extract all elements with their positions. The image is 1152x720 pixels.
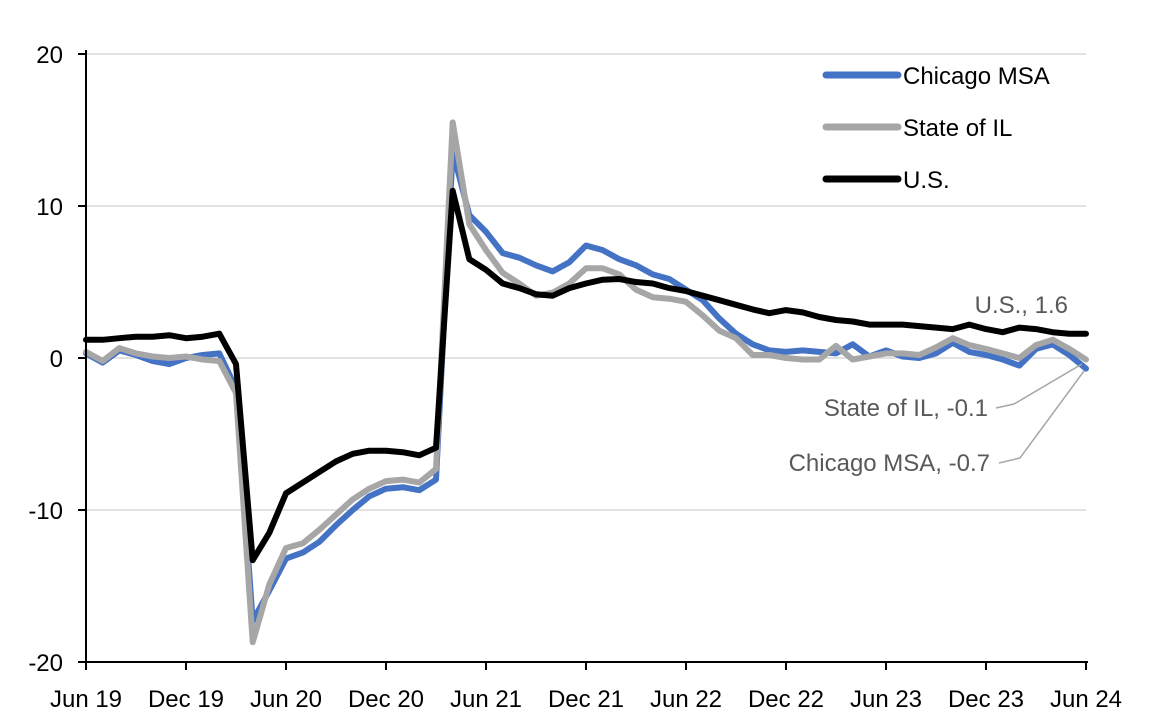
x-axis-tick-label: Dec 23 (948, 686, 1024, 713)
legend-label-u-s: U.S. (903, 167, 950, 194)
series-line-state-of-il (83, 119, 1089, 646)
x-axis-tick-label: Jun 19 (50, 686, 122, 713)
legend-label-state-of-il: State of IL (903, 115, 1012, 142)
legend-label-chicago-msa: Chicago MSA (903, 63, 1050, 90)
x-axis-tick-label: Jun 23 (850, 686, 922, 713)
x-axis-tick-label: Jun 21 (450, 686, 522, 713)
y-axis-tick-label: 0 (50, 346, 63, 373)
y-axis-tick-label: -10 (28, 498, 63, 525)
x-axis-tick-label: Dec 22 (748, 686, 824, 713)
x-axis-tick-label: Dec 20 (348, 686, 424, 713)
x-axis-tick-label: Dec 21 (548, 686, 624, 713)
y-axis-tick-label: 20 (36, 42, 63, 69)
x-axis-tick-label: Jun 20 (250, 686, 322, 713)
x-axis-tick-label: Jun 22 (650, 686, 722, 713)
x-axis-tick-label: Jun 24 (1050, 686, 1122, 713)
annotation-state-of-il: State of IL, -0.1 (824, 395, 988, 422)
leader-line-state-of-il (995, 363, 1083, 409)
annotation-chicago-msa: Chicago MSA, -0.7 (789, 450, 990, 477)
y-axis-tick-label: 10 (36, 194, 63, 221)
y-axis-tick-label: -20 (28, 650, 63, 677)
annotation-us: U.S., 1.6 (975, 292, 1068, 319)
series-line-u-s (83, 187, 1089, 564)
x-axis-tick-label: Dec 19 (148, 686, 224, 713)
leader-line-chicago-msa (998, 370, 1085, 464)
